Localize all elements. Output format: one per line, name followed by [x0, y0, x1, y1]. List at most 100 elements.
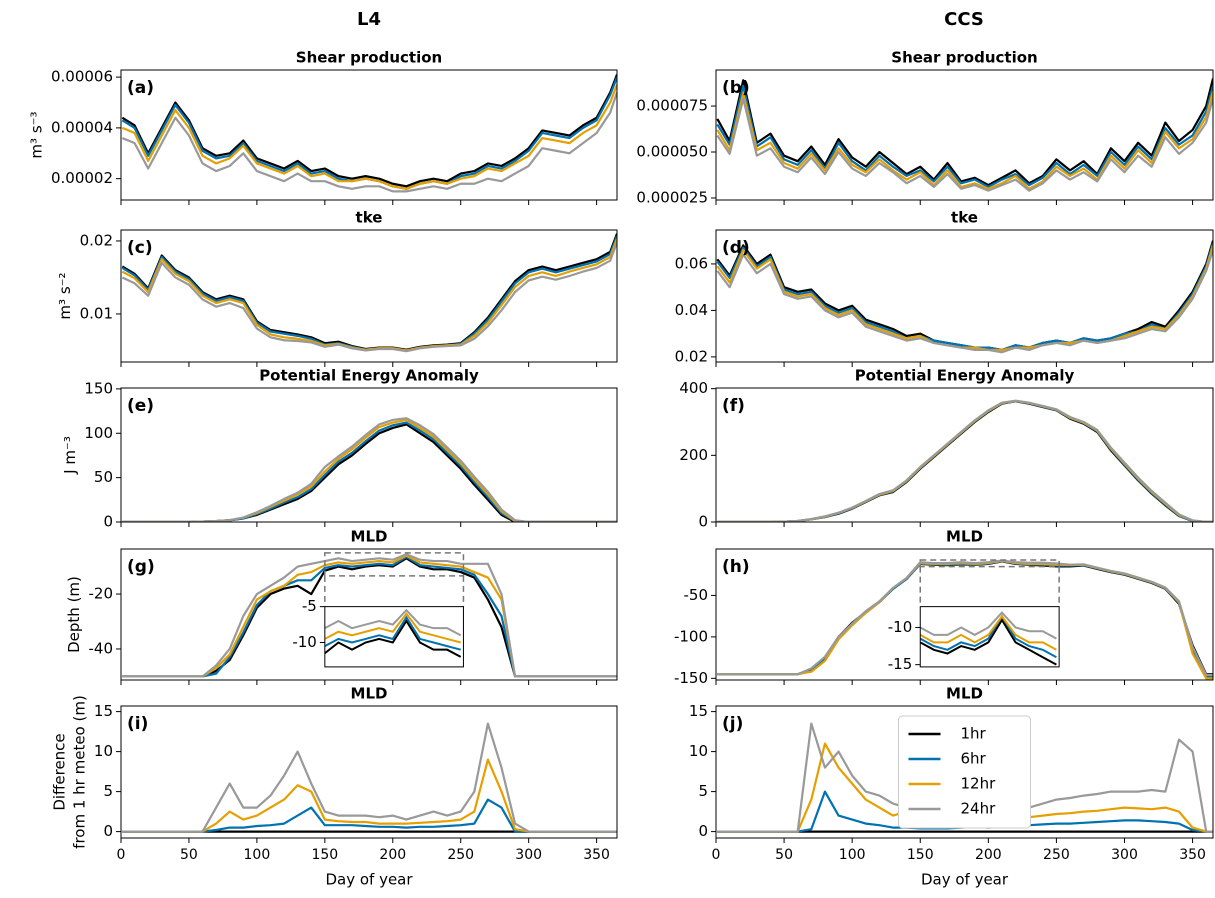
y-tick-label: -50	[684, 586, 709, 604]
x-tick-label: 200	[975, 847, 1002, 863]
panel-label: (b)	[722, 78, 750, 98]
plot-frame	[120, 69, 618, 201]
plot-frame	[715, 229, 1214, 363]
y-tick-label: 0	[698, 513, 708, 531]
plot-frame	[120, 229, 618, 363]
series-line	[121, 91, 617, 193]
y-tick-label: 0.00004	[51, 118, 113, 136]
y-axis-label: m³ s⁻²	[56, 272, 74, 319]
panel: Shear production 0.00002 0.00004 0.00006 m³ …	[27, 49, 618, 205]
y-tick-label: -20	[89, 585, 114, 603]
column-title: L4	[357, 9, 381, 30]
inset-line	[920, 618, 1057, 666]
inset-label-bg	[876, 655, 915, 674]
inset-label-bg	[876, 618, 915, 637]
series-line	[716, 97, 1213, 192]
inset-frame	[324, 606, 464, 668]
series-line	[716, 245, 1213, 352]
series-line	[716, 249, 1213, 354]
panel: MLD 0 50 100 150 200 250 300 350 Day of year 0 5 10 1…	[689, 685, 1214, 889]
inset-line	[324, 608, 462, 637]
y-tick-label: 0.000050	[636, 143, 708, 161]
x-tick-label: 50	[775, 847, 793, 863]
y-tick-label: -40	[89, 639, 114, 657]
inset-label-bg	[280, 633, 319, 652]
panel-label: (e)	[127, 396, 154, 416]
y-tick-label: 0.02	[675, 347, 708, 365]
panel-label: (g)	[127, 557, 155, 577]
zoom-box	[919, 559, 1060, 568]
plot-frame	[715, 69, 1214, 201]
y-tick-label: 50	[94, 468, 113, 486]
y-tick-label: 15	[689, 702, 708, 720]
panel-label: (d)	[722, 238, 750, 258]
series-line	[716, 84, 1213, 189]
x-tick-label: 300	[515, 847, 542, 863]
y-tick-label: -150	[674, 669, 708, 687]
x-tick-label: 50	[180, 847, 198, 863]
inset-line	[324, 619, 462, 658]
series-line	[716, 78, 1213, 187]
inset-line	[920, 614, 1057, 651]
x-axis-label: Day of year	[921, 871, 1009, 889]
panel-title: Potential Energy Anomaly	[259, 367, 479, 385]
y-tick-label: 0.00006	[51, 68, 113, 86]
panel-title: MLD	[946, 685, 983, 703]
y-tick-label: -100	[674, 627, 708, 645]
y-tick-label: 0.00002	[51, 169, 113, 187]
x-tick-label: 150	[907, 847, 934, 863]
y-tick-label: 0	[103, 822, 113, 840]
series-line	[717, 399, 1213, 522]
panel-label: (a)	[127, 78, 154, 98]
x-tick-label: 200	[379, 847, 406, 863]
legend-label: 24hr	[961, 800, 997, 818]
y-axis-label: J m⁻³	[61, 436, 79, 475]
panel: MLD 0 50 100 150 200 250 300 350 Day of year 0 5 10 1…	[50, 685, 618, 889]
series-line	[122, 722, 617, 833]
panel-title: MLD	[351, 528, 388, 546]
x-tick-label: 150	[311, 847, 338, 863]
inset-label-bg	[280, 597, 319, 616]
y-tick-label: 0.04	[675, 301, 708, 319]
y-tick-label: 0.06	[675, 254, 708, 272]
panel: Shear production 0.000025 0.000050 0.000075…	[636, 49, 1214, 206]
series-line	[122, 417, 617, 522]
zoom-box	[324, 552, 465, 577]
x-tick-label: 350	[1179, 847, 1206, 863]
y-tick-label: 0.01	[80, 304, 113, 322]
x-axis-label: Day of year	[325, 871, 413, 889]
panel: tke 0.02 0.04 0.06 (d)	[675, 209, 1214, 367]
series-line	[717, 559, 1213, 677]
panel: Potential Energy Anomaly 0 200 400 (f)	[679, 367, 1214, 531]
panel-label: (c)	[127, 238, 153, 258]
panel-title: MLD	[946, 528, 983, 546]
inset-line	[324, 612, 461, 644]
x-tick-label: 250	[447, 847, 474, 863]
plot-frame	[120, 705, 618, 839]
series-line	[121, 74, 617, 188]
x-tick-label: 0	[712, 847, 721, 863]
inset-line	[920, 614, 1057, 659]
plot-frame	[715, 705, 1214, 839]
legend-label: 12hr	[961, 775, 997, 793]
panel: Potential Energy Anomaly 0 50 100 150 J m⁻³ (e…	[61, 367, 618, 531]
y-tick-label: 5	[698, 782, 708, 800]
series-line	[716, 91, 1213, 190]
series-line	[121, 242, 617, 353]
y-tick-label: 0	[698, 822, 708, 840]
panel-title: Shear production	[891, 49, 1037, 67]
y-tick-label: 10	[689, 742, 708, 760]
y-tick-label: 0.000025	[636, 188, 708, 206]
x-tick-label: 100	[244, 847, 271, 863]
y-tick-label: 0.02	[80, 231, 113, 249]
inset-y-tick-label: -10	[292, 633, 317, 651]
legend-label: 1hr	[961, 725, 987, 743]
panel-label: (i)	[127, 714, 148, 734]
series-line	[122, 553, 617, 678]
inset-line	[324, 615, 461, 651]
panel-label: (f)	[722, 396, 745, 416]
x-tick-label: 350	[583, 847, 610, 863]
y-tick-label: 15	[94, 702, 113, 720]
legend-box	[898, 715, 1031, 829]
series-line	[121, 84, 617, 190]
